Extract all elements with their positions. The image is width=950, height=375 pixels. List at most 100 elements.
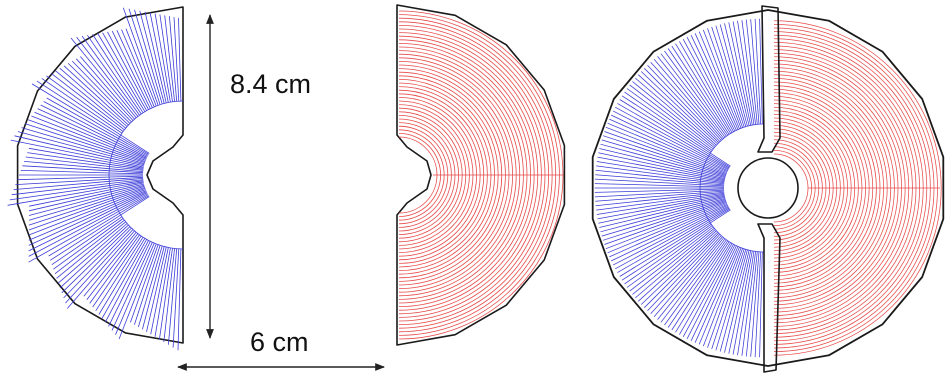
left-radial-line <box>11 179 144 196</box>
assembled-radial-line <box>732 21 753 126</box>
left-radial-line <box>101 239 147 319</box>
assembled-radial-line <box>619 208 731 277</box>
left-radial-line <box>65 229 134 304</box>
left-radial-line <box>164 15 175 102</box>
left-radial-line <box>118 243 157 340</box>
left-radial-line <box>122 7 159 106</box>
assembled-radial-line <box>653 236 723 317</box>
assembled-radial-line <box>682 244 734 337</box>
right-half-panel <box>396 4 566 346</box>
left-radial-line <box>86 233 139 301</box>
assembled-radial-line <box>664 239 727 326</box>
left-radial-line <box>28 192 148 252</box>
left-radial-line <box>27 152 144 170</box>
assembled-radial-line <box>615 106 729 170</box>
left-radial-line <box>177 248 182 351</box>
assembled-radial-line <box>594 189 725 198</box>
assembled-radial-line <box>698 246 740 345</box>
assembled-radial-line <box>650 61 722 141</box>
assembled-radial-line <box>664 50 727 137</box>
assembled-radial-line <box>660 53 726 138</box>
assembled-radial-line <box>595 174 725 186</box>
assembled-radial-line <box>644 68 719 143</box>
assembled-radial-line <box>611 114 729 172</box>
assembled-radial-line <box>702 247 742 347</box>
assembled-radial-line <box>601 139 726 177</box>
left-radial-line <box>55 70 126 129</box>
assembled-radial-line <box>601 199 726 237</box>
left-radial-line <box>28 147 144 169</box>
assembled-radial-line <box>604 201 727 245</box>
assembled-radial-line <box>698 31 740 130</box>
assembled-radial-line <box>597 156 725 182</box>
assembled-radial-line <box>597 194 725 220</box>
assembled-radial-line <box>732 250 753 355</box>
right-concentric-arcs <box>398 10 564 340</box>
left-radial-line <box>150 247 169 335</box>
assembled-center-hole <box>737 157 799 219</box>
left-radial-line <box>21 127 145 165</box>
left-radial-line <box>111 242 153 331</box>
assembled-outline <box>591 9 945 367</box>
assembled-radial-line <box>754 251 762 358</box>
left-radial-line <box>28 191 147 246</box>
assembled-radial-line <box>617 207 730 273</box>
assembled-radial-line <box>707 28 743 128</box>
assembled-radial-line <box>737 251 755 356</box>
assembled-radial-line <box>719 249 748 352</box>
left-radial-line <box>53 218 124 270</box>
assembled-radial-line <box>619 99 731 168</box>
left-radial-line <box>125 28 157 107</box>
assembled-radial-line <box>690 245 737 341</box>
left-radial-line <box>59 224 129 289</box>
assembled-radial-line <box>615 206 729 270</box>
assembled-radial-line <box>686 37 736 132</box>
assembled-radial-line <box>754 18 762 125</box>
assembled-radial-line <box>595 169 725 185</box>
assembled-radial-line <box>596 161 725 183</box>
assembled-radial-line <box>624 223 712 285</box>
assembled-radial-line <box>686 244 736 339</box>
assembled-radial-line <box>604 131 727 175</box>
assembled-radial-line <box>647 234 721 312</box>
left-radial-line <box>87 34 142 115</box>
left-radial-line <box>168 248 178 345</box>
horizontal-dimension: 6 cm <box>177 327 385 371</box>
assembled-radial-line <box>632 81 715 148</box>
assembled-radial-line <box>598 152 725 181</box>
assembled-radial-line <box>602 135 727 176</box>
left-radial-line <box>146 247 167 332</box>
assembled-radial-line <box>671 45 730 135</box>
left-radial-line <box>15 176 144 185</box>
left-radial-line <box>121 29 155 107</box>
assembled-radial-line <box>626 225 713 288</box>
assembled-radial-line <box>607 202 728 254</box>
vertical-dimension: 8.4 cm <box>206 14 311 339</box>
left-radial-line <box>89 234 140 304</box>
left-radial-lines <box>7 7 184 351</box>
left-radial-line <box>63 65 129 126</box>
left-radial-line <box>172 248 180 348</box>
assembled-radial-line <box>611 204 729 262</box>
left-radial-line <box>72 60 132 123</box>
assembled-radial-line <box>613 205 729 266</box>
assembled-radial-line <box>605 126 727 175</box>
assembled-radial-line <box>600 143 726 178</box>
assembled-radial-line <box>613 110 729 171</box>
left-radial-line <box>28 187 146 226</box>
left-radial-line <box>14 135 145 167</box>
right-half-outline <box>396 4 566 346</box>
assembled-radial-line <box>635 229 716 299</box>
left-radial-line <box>36 80 150 154</box>
left-radial-line <box>41 78 123 134</box>
assembled-radial-line <box>596 165 725 184</box>
assembled-radial-line <box>599 196 726 228</box>
assembled-radial-line <box>679 243 733 335</box>
assembled-radial-line <box>637 74 717 146</box>
left-radial-line <box>10 139 144 168</box>
assembled-radial-line <box>640 231 718 305</box>
left-radial-line <box>28 193 148 257</box>
assembled-radial-line <box>702 29 742 129</box>
left-radial-line <box>116 30 153 108</box>
assembled-radial-line <box>640 71 718 145</box>
